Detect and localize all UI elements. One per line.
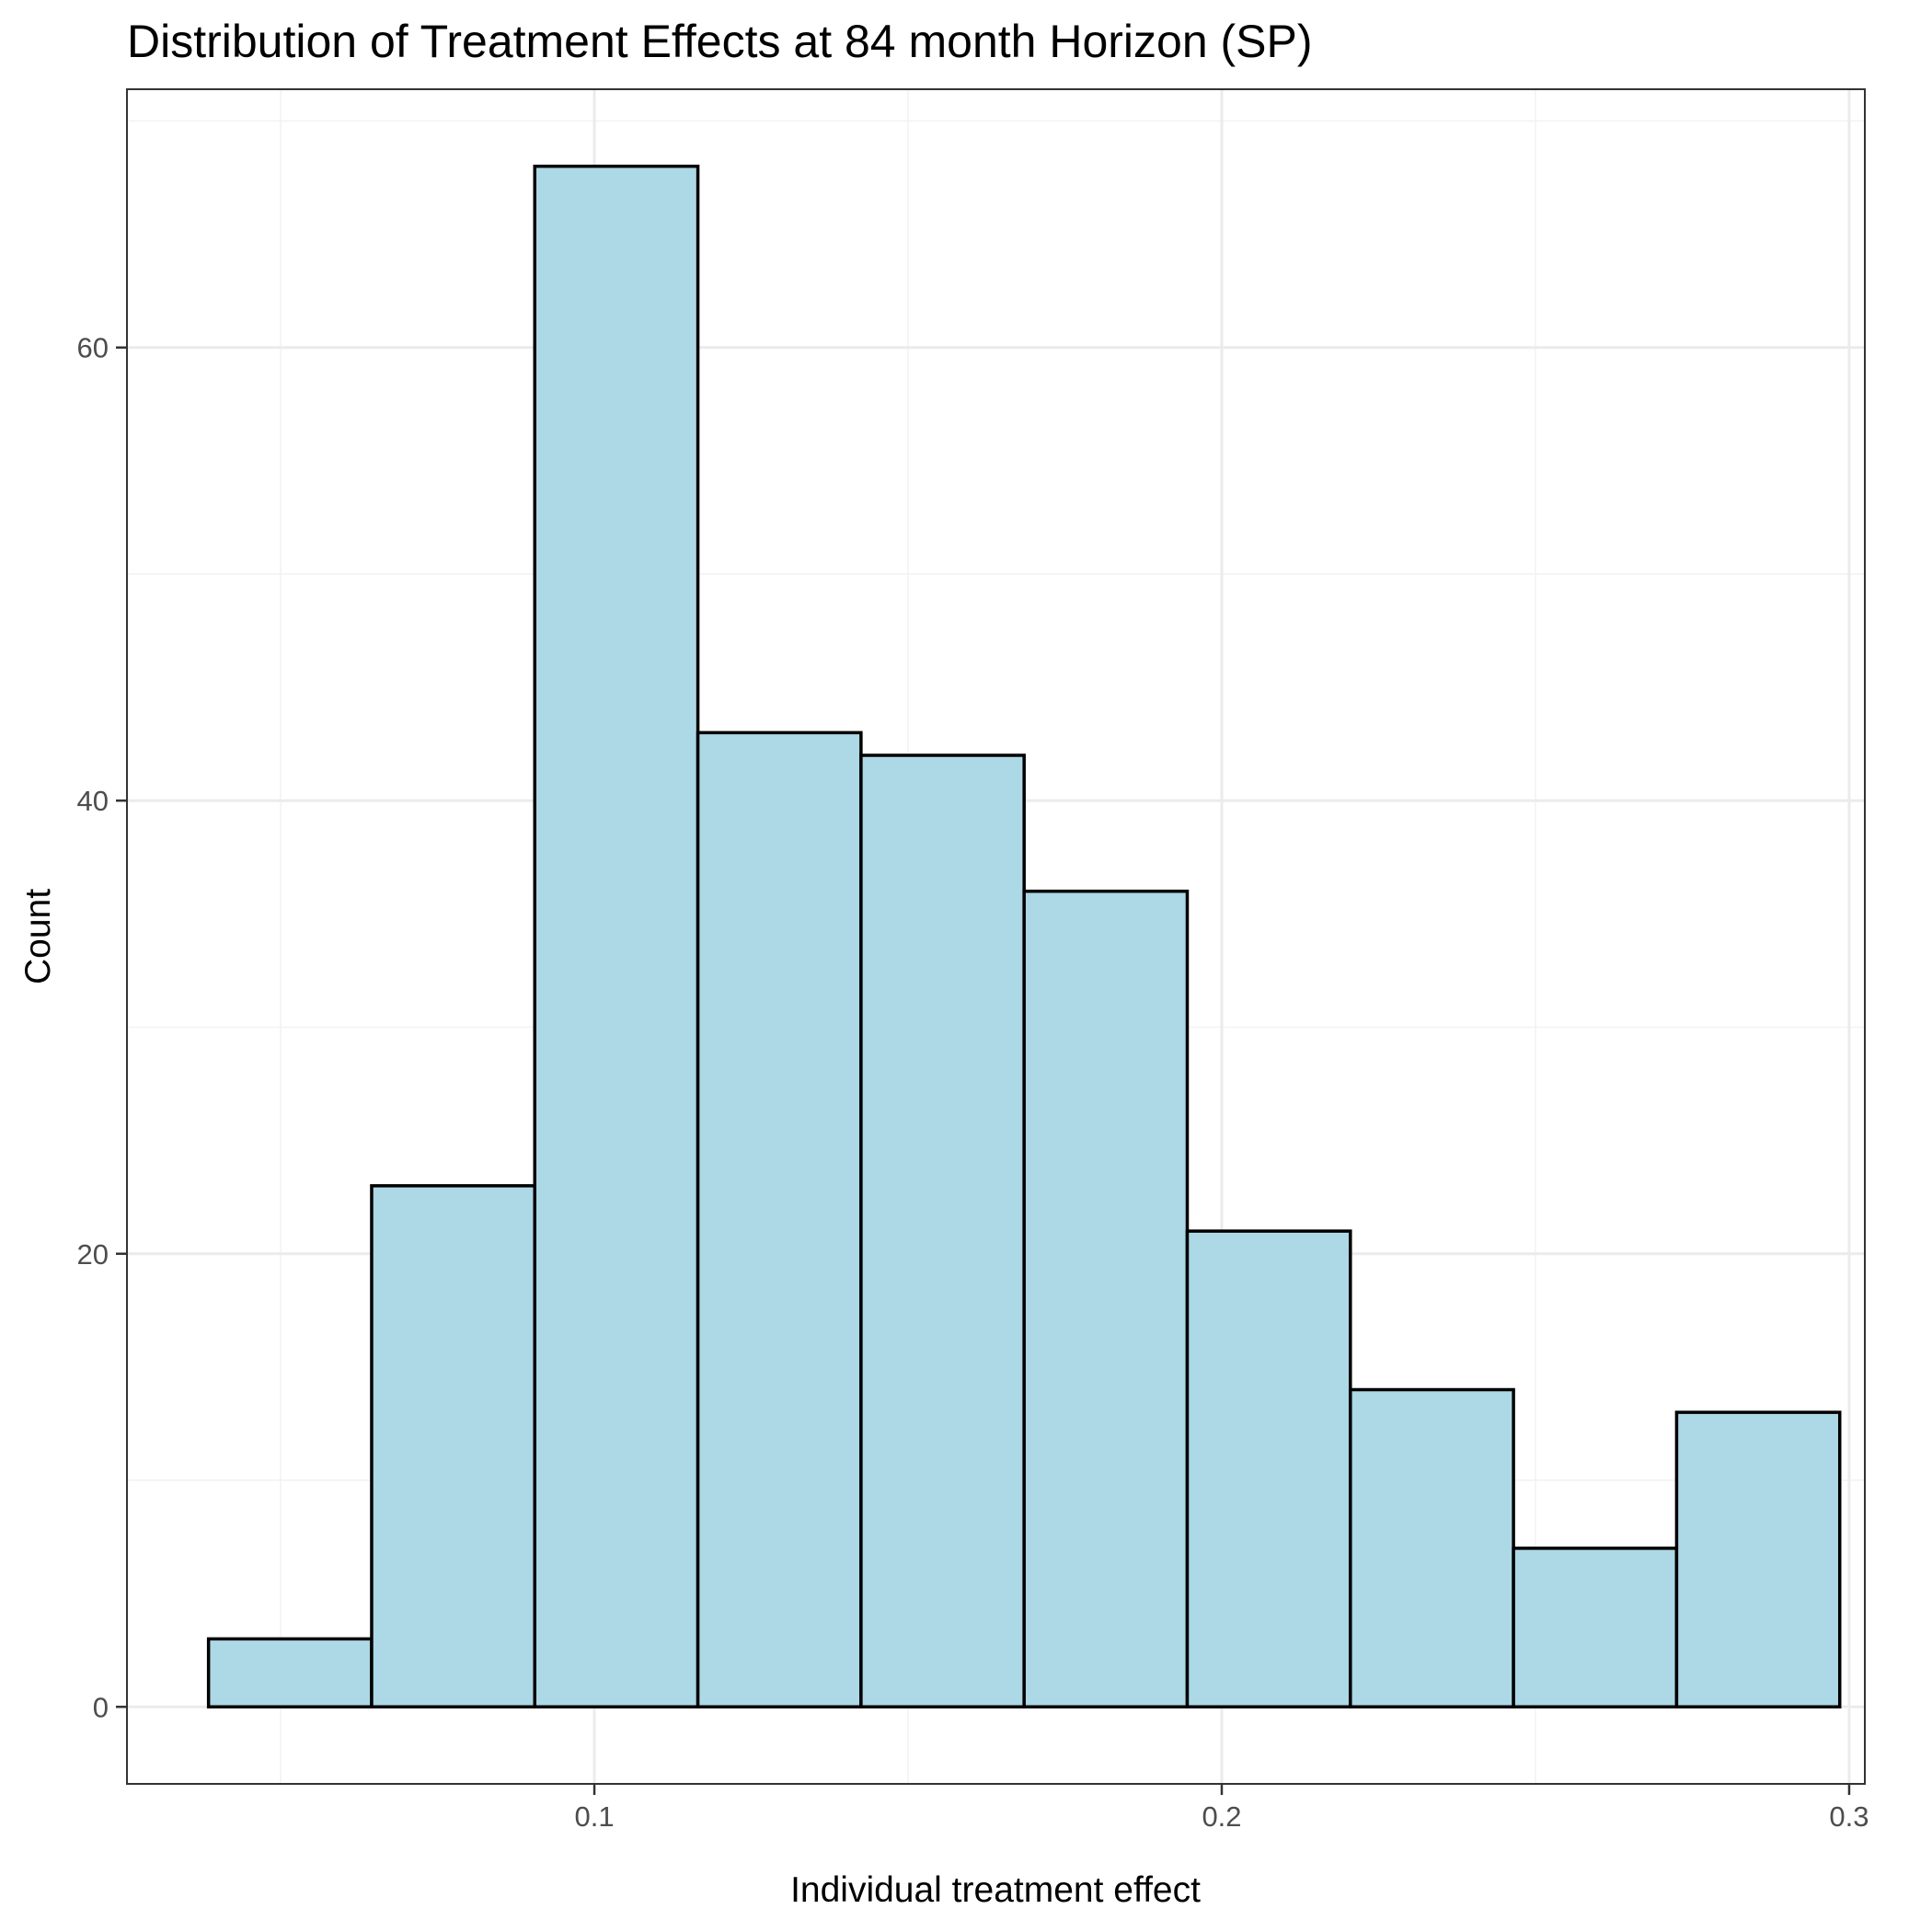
histogram-bar bbox=[696, 730, 863, 1709]
histogram-bar bbox=[1022, 889, 1190, 1709]
histogram-bar bbox=[1185, 1229, 1352, 1709]
histogram-bar bbox=[1349, 1387, 1515, 1709]
x-axis-title: Individual treatment effect bbox=[790, 1870, 1201, 1910]
histogram-bar bbox=[1512, 1547, 1679, 1709]
x-tick-label: 0.2 bbox=[1202, 1800, 1241, 1833]
plot-panel bbox=[126, 88, 1866, 1785]
y-tick-label: 40 bbox=[77, 785, 109, 817]
chart-title: Distribution of Treatment Effects at 84 … bbox=[127, 16, 1313, 67]
histogram-bar bbox=[1674, 1410, 1842, 1709]
x-tick-label: 0.1 bbox=[574, 1800, 614, 1833]
histogram-bar bbox=[206, 1637, 374, 1709]
histogram-bar bbox=[859, 753, 1026, 1709]
y-tick-label: 0 bbox=[93, 1691, 109, 1723]
y-tick-label: 20 bbox=[77, 1238, 109, 1271]
histogram-bar bbox=[370, 1184, 537, 1709]
y-axis: 0 20 40 60 bbox=[77, 332, 127, 1723]
x-axis: 0.1 0.2 0.3 bbox=[574, 1784, 1869, 1833]
x-tick-label: 0.3 bbox=[1829, 1800, 1869, 1833]
y-axis-title: Count bbox=[18, 889, 58, 984]
y-tick-label: 60 bbox=[77, 332, 109, 364]
histogram-bar bbox=[533, 164, 700, 1709]
bars bbox=[206, 164, 1842, 1709]
